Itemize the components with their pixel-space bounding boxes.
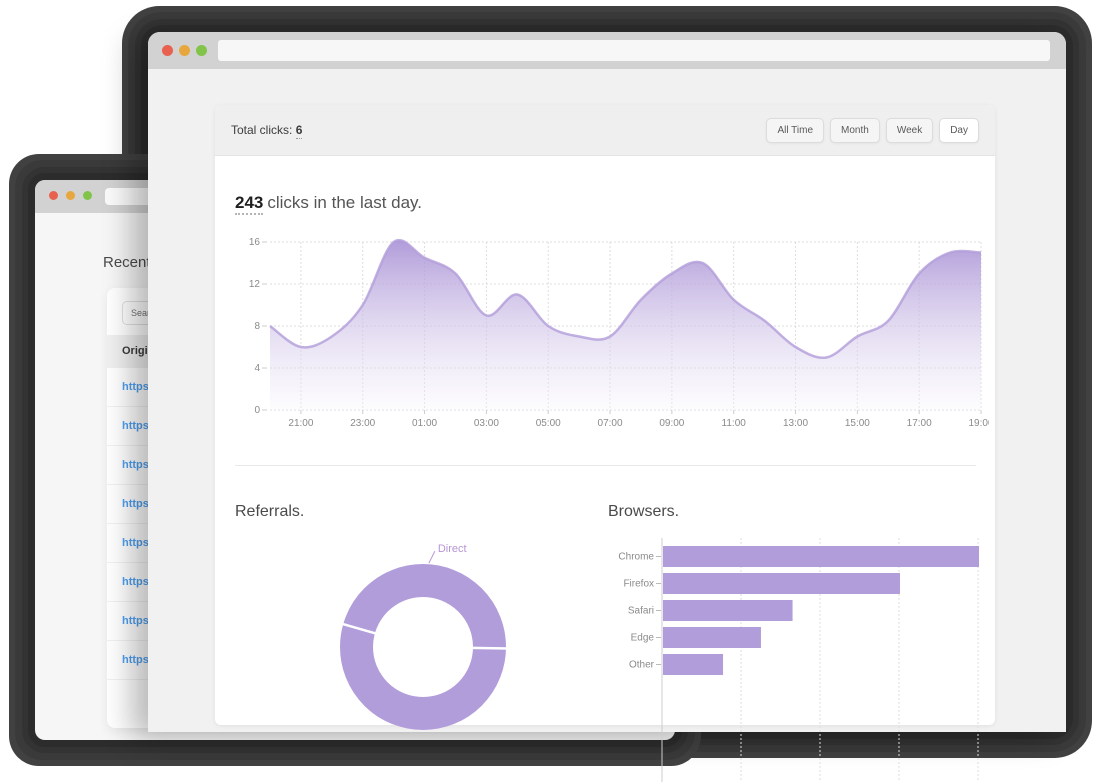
close-button[interactable] <box>49 191 58 200</box>
front-window-controls <box>162 45 207 56</box>
svg-text:0: 0 <box>254 405 260 416</box>
svg-text:Direct: Direct <box>438 543 467 555</box>
maximize-button[interactable] <box>196 45 207 56</box>
minimize-button[interactable] <box>66 191 75 200</box>
svg-text:03:00: 03:00 <box>474 418 499 429</box>
clicks-headline-text: clicks in the last day. <box>267 193 423 212</box>
back-window-controls <box>49 191 92 200</box>
svg-text:Other: Other <box>629 660 655 671</box>
total-clicks-label: Total clicks: <box>231 123 293 137</box>
svg-text:12: 12 <box>249 279 261 290</box>
svg-text:4: 4 <box>254 363 260 374</box>
range-button-month[interactable]: Month <box>830 117 880 143</box>
svg-text:Edge: Edge <box>631 633 655 644</box>
svg-text:Safari: Safari <box>628 606 654 617</box>
svg-text:23:00: 23:00 <box>350 418 375 429</box>
front-window-titlebar <box>148 32 1066 69</box>
svg-text:21:00: 21:00 <box>288 418 313 429</box>
browsers-section-title: Browsers. <box>608 503 680 520</box>
svg-text:Chrome: Chrome <box>618 552 654 563</box>
front-browser-window: Total clicks: 6 All Time Month Week Day 243… <box>148 32 1066 782</box>
range-button-all-time[interactable]: All Time <box>766 117 825 143</box>
svg-text:11:00: 11:00 <box>722 418 747 429</box>
svg-text:17:00: 17:00 <box>907 418 932 429</box>
stats-bar: Total clicks: 6 All Time Month Week Day <box>215 105 995 156</box>
svg-text:8: 8 <box>254 321 260 332</box>
maximize-button[interactable] <box>83 191 92 200</box>
section-divider <box>235 465 976 466</box>
svg-text:19:00: 19:00 <box>968 418 989 429</box>
browsers-bar-chart: Chrome Firefox Safari Edge Other <box>618 538 979 782</box>
range-button-week[interactable]: Week <box>885 117 934 143</box>
range-button-day[interactable]: Day <box>939 117 979 143</box>
svg-text:Firefox: Firefox <box>623 579 654 590</box>
clicks-area-chart: 0 4 8 12 16 21:00 23:00 01:00 03:00 05:00 07:00 09:… <box>249 237 989 429</box>
minimize-button[interactable] <box>179 45 190 56</box>
svg-text:05:00: 05:00 <box>536 418 561 429</box>
svg-text:15:00: 15:00 <box>845 418 870 429</box>
total-clicks: Total clicks: 6 <box>231 123 303 139</box>
svg-text:16: 16 <box>249 237 261 248</box>
referrals-section-title: Referrals. <box>235 503 305 520</box>
clicks-headline: 243 clicks in the last day. <box>235 193 423 215</box>
svg-text:01:00: 01:00 <box>412 418 437 429</box>
referrals-donut-chart: Direct <box>339 543 510 730</box>
close-button[interactable] <box>162 45 173 56</box>
analytics-card: Total clicks: 6 All Time Month Week Day 243… <box>215 105 995 782</box>
svg-text:13:00: 13:00 <box>783 418 808 429</box>
svg-text:09:00: 09:00 <box>659 418 684 429</box>
url-bar[interactable] <box>218 40 1050 61</box>
total-clicks-value: 6 <box>295 123 303 139</box>
clicks-count: 243 <box>235 193 264 215</box>
time-range-buttons: All Time Month Week Day <box>766 117 979 143</box>
svg-text:07:00: 07:00 <box>598 418 623 429</box>
